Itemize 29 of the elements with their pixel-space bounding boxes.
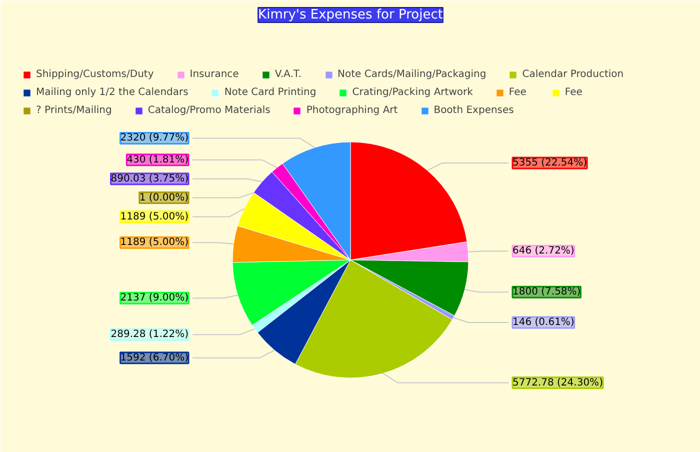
legend-label: Shipping/Customs/Duty (36, 68, 154, 80)
data-label: 1800 (7.58%) (512, 286, 581, 298)
legend-label: Booth Expenses (434, 104, 514, 116)
legend-label: Calendar Production (522, 68, 624, 80)
legend-label: Note Card Printing (224, 86, 316, 98)
data-label: 1189 (5.00%) (120, 237, 189, 248)
data-label: 5355 (22.54%) (512, 157, 588, 168)
data-label: 2137 (9.00%) (120, 292, 189, 304)
legend-label: ? Prints/Mailing (36, 104, 112, 116)
legend-label: Insurance (190, 68, 239, 80)
legend-label: Note Cards/Mailing/Packaging (338, 68, 486, 80)
legend-label: Catalog/Promo Materials (148, 104, 270, 116)
data-label: 2320 (9.77%) (120, 132, 189, 144)
data-label: 1189 (5.00%) (120, 211, 189, 222)
chart-title: Kimry's Expenses for Project (258, 8, 443, 22)
legend-label: Photographing Art (306, 104, 398, 116)
data-label: 646 (2.72%) (512, 246, 574, 257)
data-label: 1592 (6.70%) (120, 352, 189, 364)
legend-label: Crating/Packing Artwork (352, 86, 473, 98)
legend-label: V.A.T. (274, 68, 302, 80)
data-label: 146 (0.61%) (512, 316, 574, 328)
data-label: 5772.78 (24.30%) (512, 377, 604, 388)
data-label: 890.03 (3.75%) (110, 173, 189, 184)
legend-label: Fee (508, 86, 528, 98)
legend-label: Fee (564, 86, 584, 98)
legend-label: Mailing only 1/2 the Calendars (36, 86, 188, 98)
data-label: 289.28 (1.22%) (110, 329, 189, 340)
data-label: 1 (0.00%) (139, 192, 189, 204)
data-label: 430 (1.81%) (126, 154, 189, 166)
